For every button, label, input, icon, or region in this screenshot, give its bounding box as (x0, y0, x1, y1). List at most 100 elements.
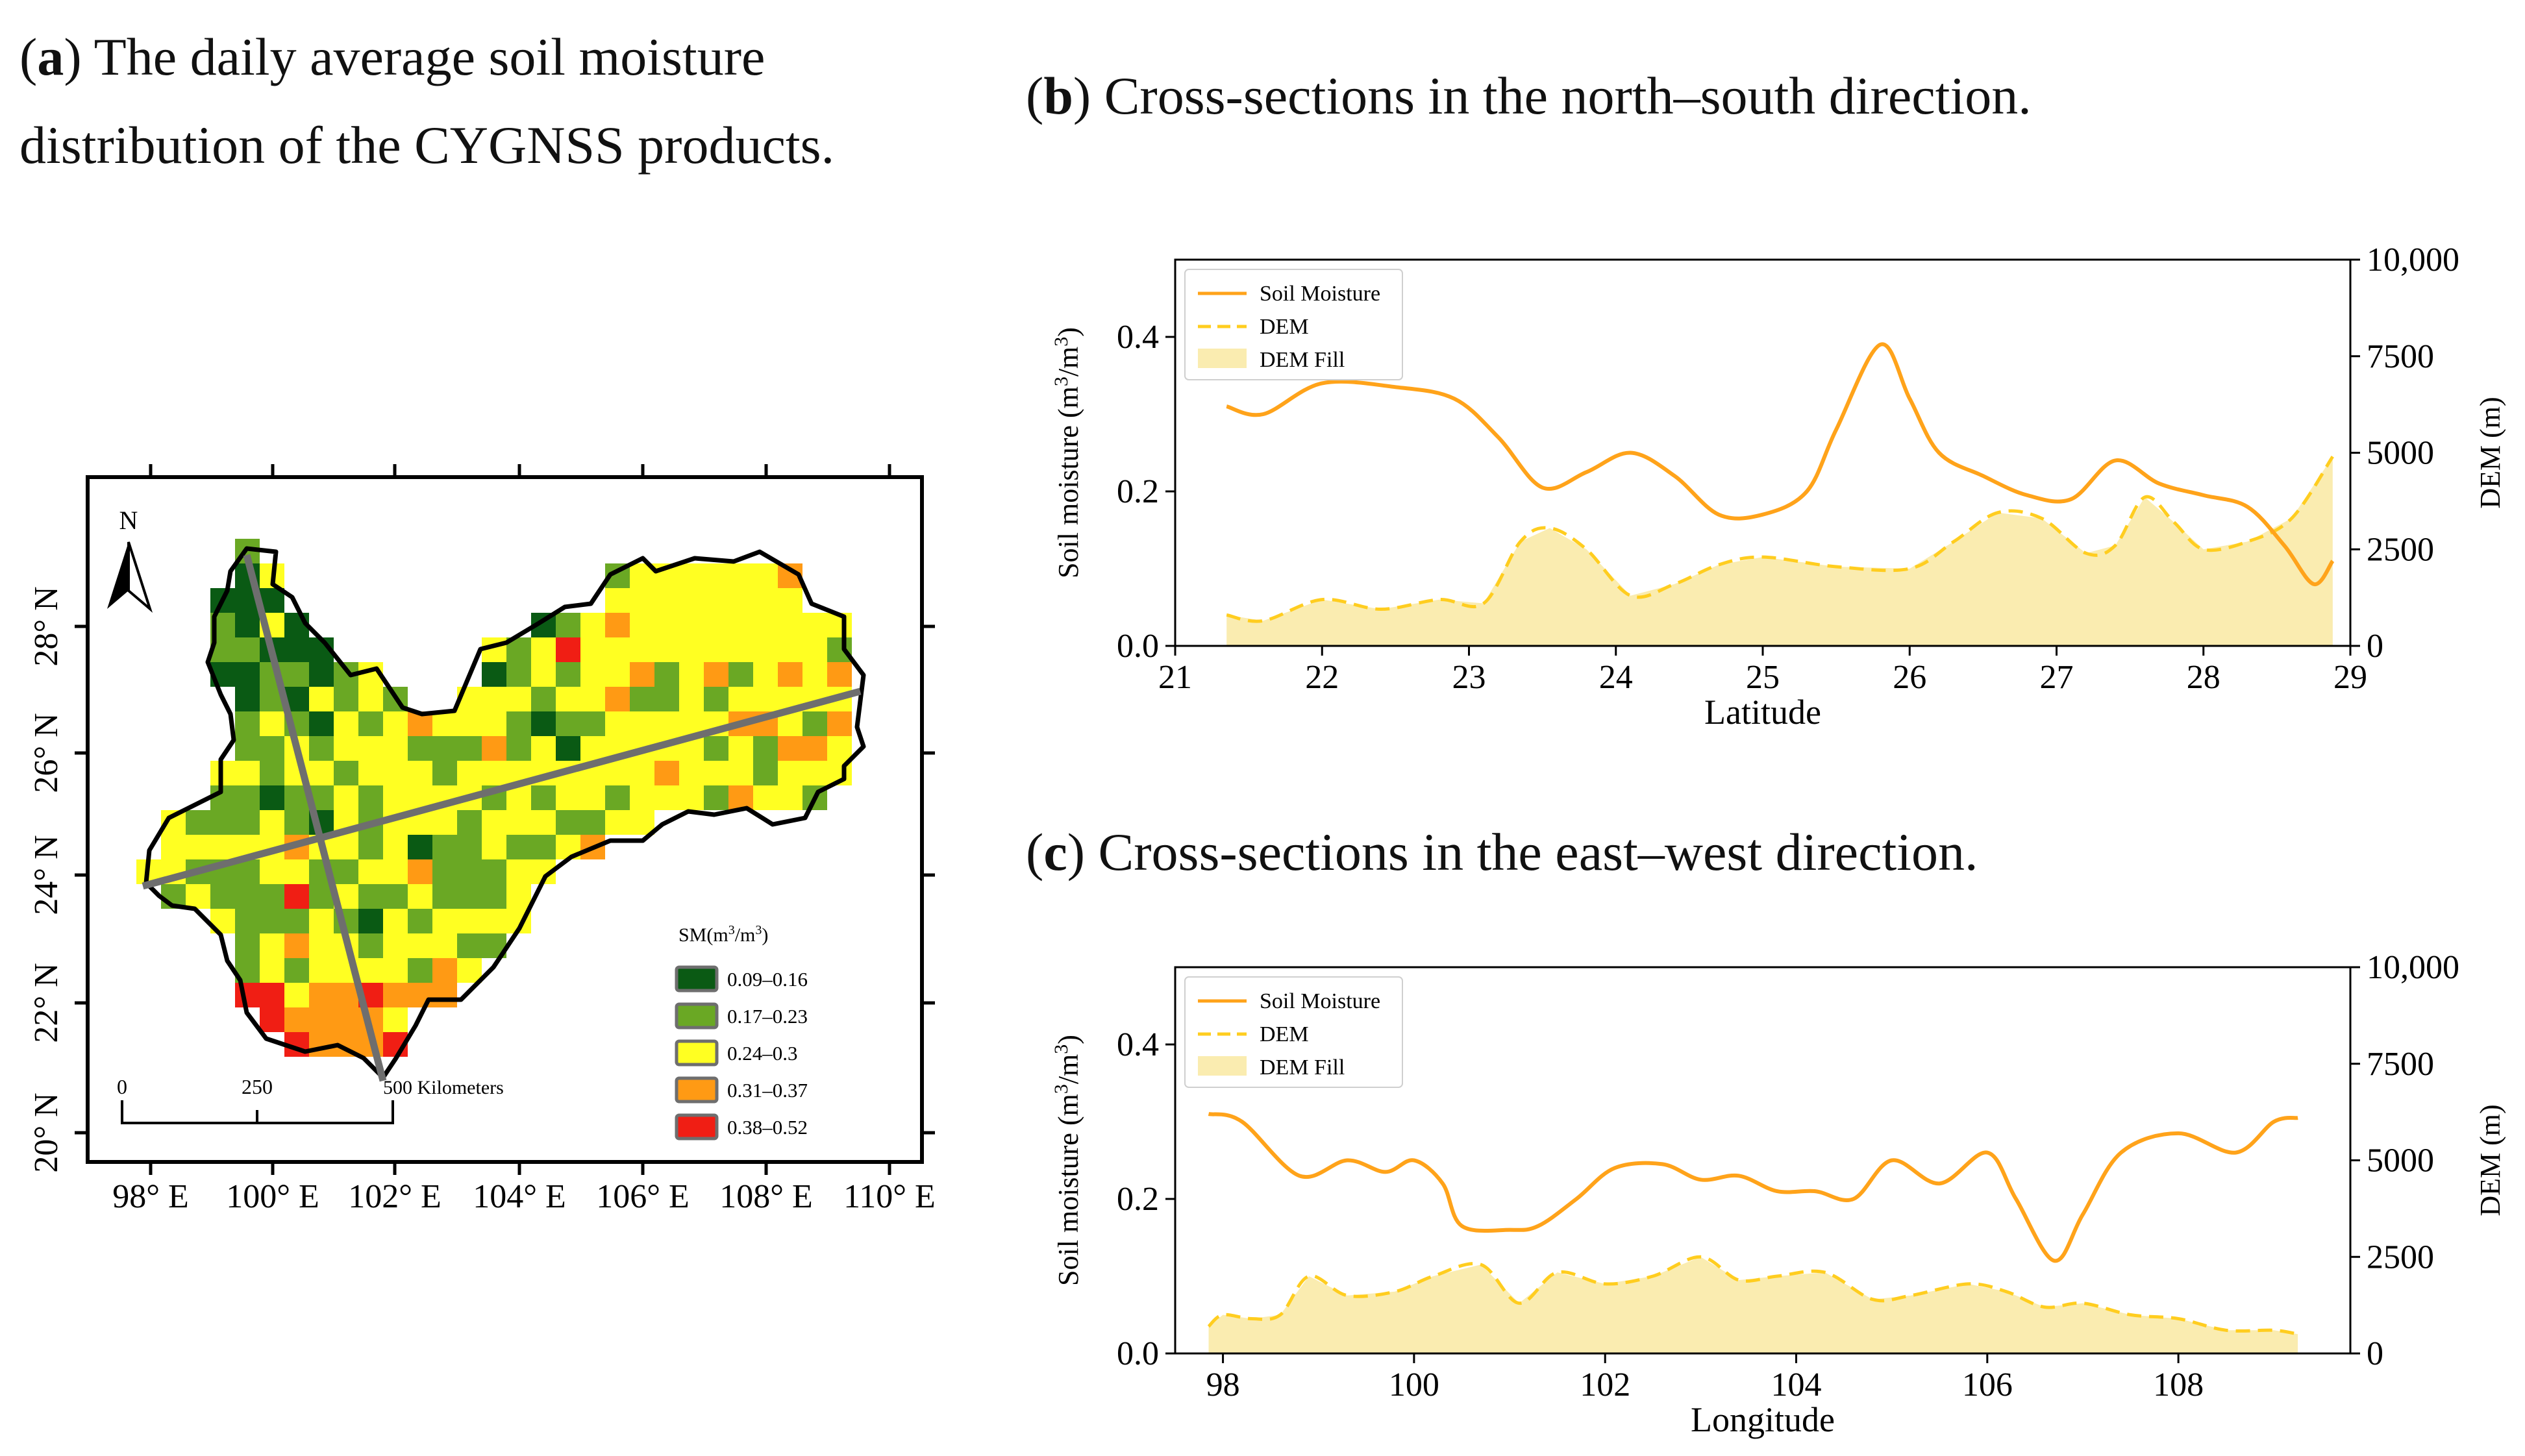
map-cell (482, 810, 506, 835)
map-cell (704, 637, 728, 662)
panel-b-caption: (b) Cross-sections in the north–south di… (1026, 66, 2032, 125)
map-cell (802, 711, 827, 736)
x-tick-label-2: 102 (1580, 1366, 1630, 1403)
map-cell (728, 563, 753, 588)
map-cell (728, 637, 753, 662)
map-cell (728, 662, 753, 687)
north-arrow: N (107, 506, 153, 613)
map-cell (630, 613, 654, 637)
map-cell (235, 884, 260, 909)
map-cell (778, 588, 802, 613)
map-cell (482, 909, 506, 933)
map-cell (235, 983, 260, 1007)
map-cell (432, 958, 457, 983)
map-cell (383, 835, 408, 859)
map-cell (358, 761, 383, 785)
map-cell (432, 736, 457, 761)
y2-tick-label-3: 7500 (2367, 1046, 2434, 1083)
map-cell (284, 983, 309, 1007)
map-cell (260, 810, 284, 835)
map-cell (802, 662, 827, 687)
map-cell (408, 835, 432, 859)
map-cell (506, 736, 531, 761)
y-tick-label-2: 0.4 (1117, 319, 1159, 356)
y2-tick-label-0: 0 (2367, 628, 2383, 665)
map-cell (605, 613, 630, 637)
legend-swatch-4 (675, 1113, 719, 1141)
map-cell (284, 884, 309, 909)
map-cell (482, 662, 506, 687)
map-cell (802, 736, 827, 761)
map-cell (383, 785, 408, 810)
map-cell (630, 711, 654, 736)
map-cell (260, 933, 284, 958)
x-tick-label-3: 24 (1599, 659, 1633, 696)
map-cell (556, 613, 580, 637)
map-cell (580, 613, 605, 637)
map-cell (284, 662, 309, 687)
chart-east-west: 98 100 102 104 106 108 0.0 0.2 0.4 0 2500 5000 7500 1… (1051, 949, 2507, 1439)
map-cell (580, 687, 605, 711)
map-cell (753, 563, 778, 588)
panel-a-caption-text: The daily average soil moisture distribu… (19, 27, 835, 175)
y2-axis-label: DEM (m) (2474, 397, 2506, 508)
x-axis-label: Latitude (1704, 693, 1821, 732)
map-cell (309, 761, 334, 785)
legend-title: SM(m3/m3) (678, 923, 768, 946)
map-cell (827, 736, 852, 761)
map-cell (235, 687, 260, 711)
map-cell (778, 785, 802, 810)
map-cell (531, 637, 556, 662)
map-cell (309, 711, 334, 736)
map-cell (383, 1007, 408, 1032)
map-cell (605, 588, 630, 613)
north-south-section-line (243, 554, 387, 1082)
map-cell (457, 761, 482, 785)
map-cell (778, 613, 802, 637)
map-cell (778, 761, 802, 785)
y-axis-label: Soil moisture (m3/m3) (1051, 1035, 1085, 1286)
map-axes: 98° E 100° E 102° E 104° E 106° E 108° E 110° … (28, 464, 936, 1215)
map-cell (260, 884, 284, 909)
map-cell (704, 736, 728, 761)
map-cell (260, 958, 284, 983)
map-cell (210, 835, 235, 859)
map-cell (630, 637, 654, 662)
map-cell (531, 810, 556, 835)
map-cell (679, 613, 704, 637)
legend-label-0: 0.09–0.16 (727, 968, 808, 991)
map-cell (753, 687, 778, 711)
map-cell (778, 736, 802, 761)
map-cell (383, 711, 408, 736)
map-cell (432, 909, 457, 933)
map-cell (679, 761, 704, 785)
map-cell (358, 687, 383, 711)
map-cell (309, 1007, 334, 1032)
map-cell (235, 761, 260, 785)
x-tick-label-4: 25 (1746, 659, 1780, 696)
y-tick-label-0: 0.0 (1117, 1335, 1159, 1372)
map-cell (309, 736, 334, 761)
map-cell (482, 884, 506, 909)
map-cell (334, 687, 358, 711)
map-cell (432, 859, 457, 884)
map-cell (235, 662, 260, 687)
map-cell (506, 810, 531, 835)
x-tick-label-4: 106 (1962, 1366, 2013, 1403)
y2-tick-label-1: 2500 (2367, 531, 2434, 568)
map-cell (778, 637, 802, 662)
map-cell (334, 761, 358, 785)
map-cell (679, 563, 704, 588)
map-cell (802, 637, 827, 662)
map-cell (235, 736, 260, 761)
map-cell (358, 736, 383, 761)
map-cell (309, 909, 334, 933)
map-cell (679, 662, 704, 687)
map-cell (605, 637, 630, 662)
map-cell (704, 687, 728, 711)
map-cell (580, 736, 605, 761)
y-tick-label-2: 0.4 (1117, 1026, 1159, 1063)
map-cell (235, 637, 260, 662)
map-cell (704, 785, 728, 810)
map-cell (186, 884, 210, 909)
